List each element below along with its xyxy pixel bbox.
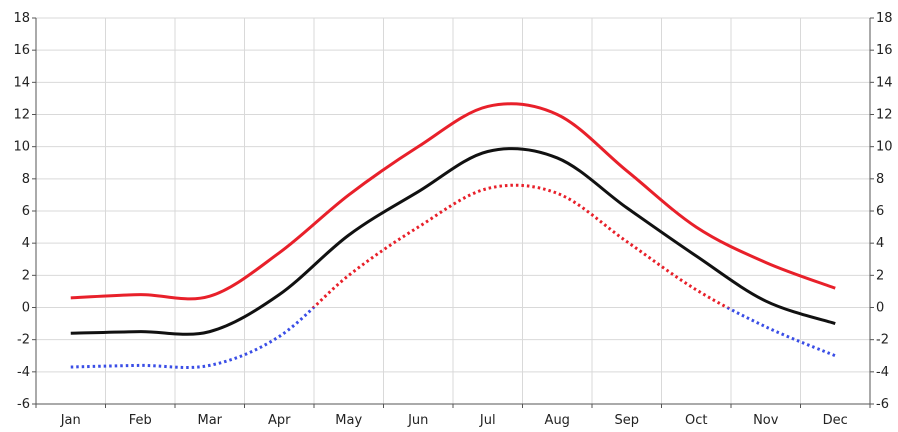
y-tick-label-right: 14 [876, 75, 893, 90]
x-tick-label: Jul [479, 413, 496, 428]
x-tick-label: Mar [197, 413, 222, 428]
x-tick-label: May [335, 413, 362, 428]
x-tick-label: Dec [823, 413, 848, 428]
y-tick-label-right: 8 [876, 172, 884, 187]
y-tick-label-left: 2 [22, 268, 30, 283]
series-line-2 [70, 147, 836, 336]
y-tick-label-left: 8 [22, 172, 30, 187]
x-tick-label: Feb [129, 413, 152, 428]
x-tick-label: Nov [753, 413, 779, 428]
x-tick-label: Sep [614, 413, 639, 428]
series-line-dotted-below-zero [70, 307, 836, 369]
y-tick-label-right: 4 [876, 236, 884, 251]
x-tick-label: Apr [268, 413, 291, 428]
y-tick-label-left: 0 [22, 301, 30, 316]
y-tick-label-left: -6 [17, 397, 30, 412]
grid-layer [35, 17, 871, 405]
y-tick-label-left: 18 [13, 11, 30, 26]
y-tick-label-left: 10 [13, 140, 30, 155]
y-tick-label-left: 16 [13, 43, 30, 58]
y-tick-label-left: 14 [13, 75, 30, 90]
y-tick-label-left: -2 [17, 333, 30, 348]
series-line-1 [70, 102, 836, 301]
y-tick-label-right: 10 [876, 140, 893, 155]
x-tick-label: Oct [685, 413, 707, 428]
x-tick-label: Aug [545, 413, 570, 428]
x-tick-label: Jan [60, 413, 81, 428]
y-tick-label-right: 18 [876, 11, 893, 26]
y-tick-label-right: 12 [876, 108, 893, 123]
y-tick-label-left: 6 [22, 204, 30, 219]
y-tick-label-right: 2 [876, 268, 884, 283]
labels-layer: -6 -6 -4 -4 -2 -2 0 0 2 2 4 4 6 6 8 8 10 10 12 12 14 14 16 16 18… [13, 11, 892, 428]
y-tick-label-right: 0 [876, 301, 884, 316]
y-tick-label-right: -6 [876, 397, 889, 412]
y-tick-label-right: 16 [876, 43, 893, 58]
series-layer [70, 102, 836, 369]
y-tick-label-left: 4 [22, 236, 30, 251]
y-tick-label-right: 6 [876, 204, 884, 219]
y-tick-label-left: -4 [17, 365, 30, 380]
y-tick-label-right: -4 [876, 365, 889, 380]
x-tick-label: Jun [407, 413, 428, 428]
y-tick-label-right: -2 [876, 333, 889, 348]
y-tick-label-left: 12 [13, 108, 30, 123]
axes-layer [32, 17, 874, 408]
